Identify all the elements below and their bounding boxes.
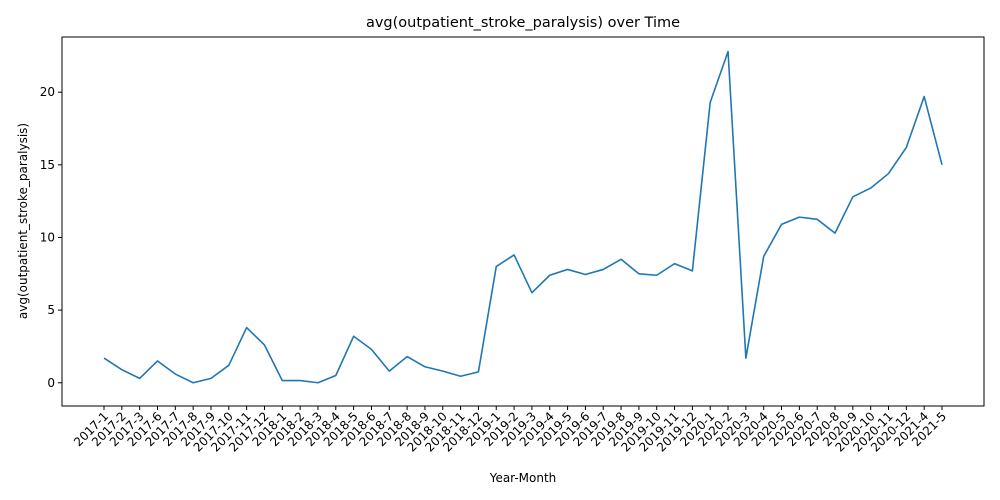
y-axis: 0 5 10 15 20 <box>40 85 62 390</box>
y-tick-label: 10 <box>40 230 55 244</box>
series-line <box>103 50 943 384</box>
y-tick-label: 20 <box>40 85 55 99</box>
y-tick-label: 5 <box>47 303 55 317</box>
y-tick-label: 15 <box>40 158 55 172</box>
x-axis-title: Year-Month <box>489 471 557 485</box>
plot-area <box>61 36 985 407</box>
y-axis-title: avg(outpatient_stroke_paralysis) <box>16 123 30 319</box>
x-axis: 2017-12017-22017-32017-62017-72017-82017… <box>71 406 949 455</box>
y-tick-label: 0 <box>47 376 55 390</box>
chart-title: avg(outpatient_stroke_paralysis) over Ti… <box>366 15 680 31</box>
